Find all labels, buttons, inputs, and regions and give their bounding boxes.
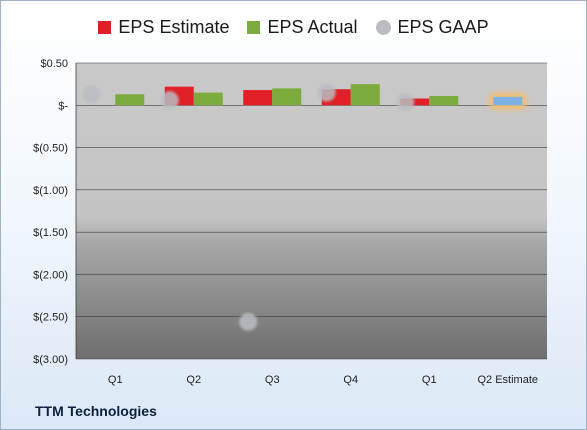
y-tick-label: $(1.00)	[33, 185, 68, 197]
x-tick-label: Q4	[343, 374, 358, 386]
actual-bar	[115, 94, 145, 106]
chart-legend: EPS Estimate EPS Actual EPS GAAP	[1, 17, 586, 38]
gaap-point	[396, 92, 415, 111]
legend-swatch-actual	[247, 21, 261, 34]
estimate-bar	[400, 98, 430, 106]
y-tick-label: $0.50	[40, 58, 68, 70]
legend-label-gaap: EPS GAAP	[397, 17, 489, 37]
actual-bar	[272, 88, 302, 106]
y-tick-label: $(2.00)	[33, 269, 68, 281]
y-tick-label: $(2.50)	[33, 312, 68, 324]
actual-bar	[193, 92, 223, 106]
x-tick-label: Q1	[108, 374, 123, 386]
plot-area	[76, 63, 547, 359]
x-tick-label: Q2 Estimate	[477, 374, 538, 386]
x-tick-label: Q1	[422, 374, 437, 386]
gaap-point	[82, 85, 101, 104]
x-tick-label: Q2	[186, 374, 201, 386]
y-tick-label: $(0.50)	[33, 143, 68, 155]
company-name: TTM Technologies	[35, 403, 157, 419]
actual-bar	[350, 84, 380, 106]
estimate-bar	[493, 96, 523, 106]
y-tick-label: $-	[58, 100, 68, 112]
gaap-point	[239, 312, 258, 331]
legend-swatch-gaap	[375, 20, 391, 35]
legend-item-gaap: EPS GAAP	[375, 17, 489, 38]
y-tick-label: $(1.50)	[33, 227, 68, 239]
gaap-point	[317, 83, 336, 102]
legend-item-estimate: EPS Estimate	[98, 17, 229, 38]
actual-bar	[429, 95, 459, 106]
legend-label-actual: EPS Actual	[267, 17, 358, 37]
x-tick-label: Q3	[265, 374, 280, 386]
gaap-point	[160, 91, 179, 110]
estimate-bar	[243, 90, 273, 106]
y-tick-label: $(3.00)	[33, 354, 68, 366]
legend-item-actual: EPS Actual	[247, 17, 358, 38]
legend-swatch-estimate	[98, 21, 112, 34]
legend-label-estimate: EPS Estimate	[118, 17, 230, 37]
